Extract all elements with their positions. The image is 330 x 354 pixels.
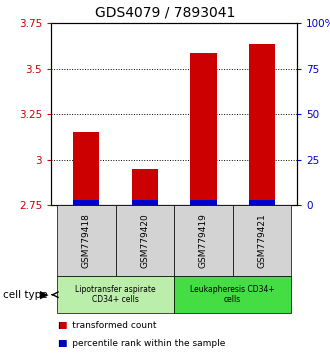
Bar <box>73 132 99 205</box>
Text: GSM779418: GSM779418 <box>82 213 91 268</box>
Bar <box>132 169 158 205</box>
Bar <box>190 200 216 205</box>
Text: GSM779421: GSM779421 <box>257 213 266 268</box>
Bar <box>249 200 275 205</box>
Text: ■  transformed count: ■ transformed count <box>58 321 156 330</box>
Text: GSM779419: GSM779419 <box>199 213 208 268</box>
Text: ■  percentile rank within the sample: ■ percentile rank within the sample <box>58 339 225 348</box>
Bar <box>57 205 116 276</box>
Text: ■: ■ <box>58 339 66 348</box>
Bar <box>249 44 275 205</box>
Text: GSM779420: GSM779420 <box>140 213 149 268</box>
Text: ▶: ▶ <box>40 290 49 300</box>
Bar <box>57 276 174 313</box>
Text: Lipotransfer aspirate
CD34+ cells: Lipotransfer aspirate CD34+ cells <box>75 285 156 304</box>
Text: ■: ■ <box>58 321 66 330</box>
Bar <box>174 276 291 313</box>
Bar <box>190 53 216 205</box>
Bar <box>174 205 233 276</box>
Text: Leukapheresis CD34+
cells: Leukapheresis CD34+ cells <box>190 285 275 304</box>
Bar <box>132 200 158 205</box>
Bar <box>115 205 174 276</box>
Text: GDS4079 / 7893041: GDS4079 / 7893041 <box>95 5 235 19</box>
Text: cell type: cell type <box>3 290 48 300</box>
Bar <box>233 205 291 276</box>
Bar <box>73 200 99 205</box>
